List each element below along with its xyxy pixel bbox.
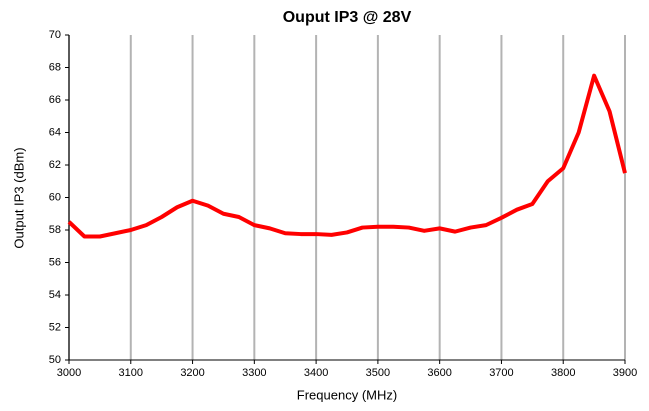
x-tick-label: 3000: [57, 367, 81, 379]
x-tick-label: 3600: [427, 367, 451, 379]
x-tick-label: 3900: [613, 367, 637, 379]
x-tick-label: 3400: [304, 367, 328, 379]
x-tick-label: 3100: [119, 367, 143, 379]
y-tick-label: 52: [49, 321, 61, 333]
y-tick-label: 50: [49, 354, 61, 366]
y-axis-label: Output IP3 (dBm): [11, 147, 26, 248]
x-tick-label: 3700: [489, 367, 513, 379]
x-tick-label: 3200: [180, 367, 204, 379]
y-tick-label: 60: [49, 191, 61, 203]
y-tick-label: 62: [49, 159, 61, 171]
x-tick-label: 3300: [242, 367, 266, 379]
x-tick-label: 3500: [366, 367, 390, 379]
x-tick-label: 3800: [551, 367, 575, 379]
y-tick-label: 68: [49, 61, 61, 73]
y-tick-label: 66: [49, 94, 61, 106]
y-tick-label: 56: [49, 256, 61, 268]
data-line: [67, 73, 627, 239]
chart-title: Ouput IP3 @ 28V: [283, 9, 412, 26]
y-tick-label: 64: [49, 126, 61, 138]
x-axis-label: Frequency (MHz): [297, 387, 397, 402]
y-tick-label: 54: [49, 289, 61, 301]
y-tick-label: 58: [49, 224, 61, 236]
y-tick-label: 70: [49, 29, 61, 41]
